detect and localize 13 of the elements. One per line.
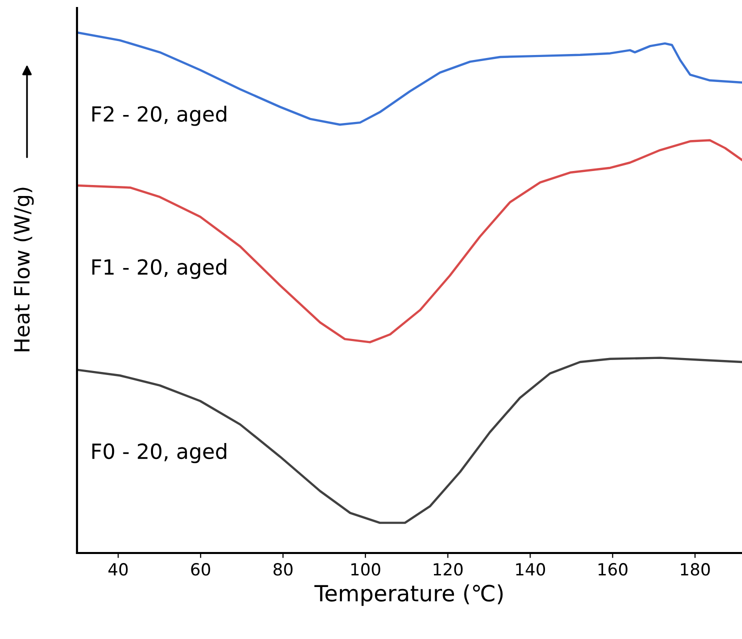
x-tick-label: 160 [598,563,628,576]
series-label: F0 - 20, aged [92,442,226,464]
x-tick-label: 180 [680,563,710,576]
x-axis-title: Temperature (℃) [314,584,503,606]
x-tick-label: 120 [434,563,463,576]
x-tick-label: 60 [191,563,210,576]
series-label: F2 - 20, aged [92,106,226,126]
x-tick-label: 140 [516,563,546,576]
x-tick-label: 40 [108,563,128,576]
x-tick-label: 100 [351,563,380,576]
series-label: F1 - 20, aged [92,258,226,279]
x-tick-label: 80 [274,563,293,576]
y-axis-title: Heat Flow (W/g) [14,188,34,352]
